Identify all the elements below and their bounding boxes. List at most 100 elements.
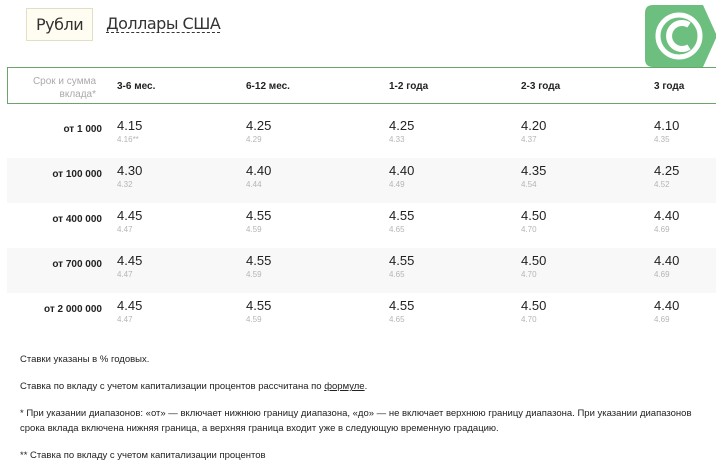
rate-value: 4.50 [521, 208, 547, 223]
note-ranges: * При указании диапазонов: «от» — включа… [20, 408, 692, 434]
rate-value: 4.50 [521, 298, 547, 313]
table-header [7, 67, 716, 104]
capitalized-rate: 4.69 [654, 270, 670, 279]
table-row: от 2 000 000 4.45 4.47 4.55 4.59 4.55 4.65 4.50… [7, 293, 716, 338]
capitalized-rate: 4.65 [389, 225, 405, 234]
column-header: 3-6 мес. [117, 81, 156, 92]
rate-value: 4.55 [389, 298, 415, 313]
rate-cell: 4.55 4.65 [389, 298, 414, 324]
footnotes: Ставки указаны в % годовых. Ставка по вк… [20, 352, 710, 475]
formula-link[interactable]: формуле [324, 381, 365, 392]
capitalized-rate: 4.49 [389, 180, 405, 189]
rate-value: 4.45 [117, 208, 143, 223]
table-row: от 400 000 4.45 4.47 4.55 4.59 4.55 4.65 4.50 4.… [7, 203, 716, 248]
rate-cell: 4.55 4.59 [246, 208, 271, 234]
rate-cell: 4.50 4.70 [521, 298, 546, 324]
rate-cell: 4.25 4.29 [246, 118, 271, 144]
capitalized-rate: 4.16** [117, 135, 139, 144]
tab-rubles[interactable]: Рубли [26, 7, 94, 41]
rate-value: 4.15 [117, 118, 143, 133]
rate-cell: 4.55 4.65 [389, 208, 414, 234]
row-label: от 400 000 [52, 214, 102, 225]
capitalized-rate: 4.54 [521, 180, 537, 189]
rate-value: 4.50 [521, 253, 547, 268]
capitalized-rate: 4.37 [521, 135, 537, 144]
note-capitalization: ** Ставка по вкладу с учетом капитализац… [20, 450, 266, 461]
rate-value: 4.25 [246, 118, 272, 133]
note-text: . [364, 381, 368, 392]
rate-cell: 4.40 4.69 [654, 208, 679, 234]
rate-value: 4.30 [117, 163, 143, 178]
rate-value: 4.45 [117, 298, 143, 313]
row-label: от 100 000 [52, 169, 102, 180]
capitalized-rate: 4.29 [246, 135, 262, 144]
capitalized-rate: 4.47 [117, 270, 133, 279]
rate-cell: 4.45 4.47 [117, 208, 142, 234]
sberbank-logo-icon [645, 5, 716, 67]
currency-tabs: Рубли Доллары США [26, 7, 221, 41]
capitalized-rate: 4.33 [389, 135, 405, 144]
rate-cell: 4.45 4.47 [117, 253, 142, 279]
row-label: от 700 000 [52, 259, 102, 270]
rate-cell: 4.25 4.33 [389, 118, 414, 144]
rate-value: 4.35 [521, 163, 547, 178]
capitalized-rate: 4.59 [246, 225, 262, 234]
rate-value: 4.40 [246, 163, 272, 178]
rate-value: 4.55 [389, 208, 415, 223]
column-header: 6-12 мес. [246, 81, 290, 92]
rate-value: 4.40 [389, 163, 415, 178]
note-text: Ставка по вкладу с учетом капитализации … [20, 381, 325, 392]
rate-value: 4.10 [654, 118, 680, 133]
rate-value: 4.45 [117, 253, 143, 268]
note-formula: Ставка по вкладу с учетом капитализации … [20, 379, 710, 394]
rate-value: 4.55 [389, 253, 415, 268]
rate-cell: 4.15 4.16** [117, 118, 142, 144]
rate-cell: 4.55 4.59 [246, 253, 271, 279]
capitalized-rate: 4.69 [654, 315, 670, 324]
capitalized-rate: 4.44 [246, 180, 262, 189]
rate-cell: 4.40 4.69 [654, 298, 679, 324]
capitalized-rate: 4.65 [389, 315, 405, 324]
column-header: 1-2 года [389, 81, 429, 92]
rate-cell: 4.45 4.47 [117, 298, 142, 324]
note-units: Ставки указаны в % годовых. [20, 354, 150, 365]
rate-value: 4.25 [654, 163, 680, 178]
rate-value: 4.40 [654, 298, 680, 313]
capitalized-rate: 4.70 [521, 270, 537, 279]
rate-value: 4.20 [521, 118, 547, 133]
rate-cell: 4.50 4.70 [521, 253, 546, 279]
row-label: от 2 000 000 [43, 304, 102, 315]
capitalized-rate: 4.47 [117, 225, 133, 234]
capitalized-rate: 4.32 [117, 180, 133, 189]
rate-value: 4.55 [246, 253, 272, 268]
capitalized-rate: 4.65 [389, 270, 405, 279]
rate-cell: 4.35 4.54 [521, 163, 546, 189]
rate-cell: 4.40 4.44 [246, 163, 271, 189]
rate-value: 4.40 [654, 253, 680, 268]
table-row: от 700 000 4.45 4.47 4.55 4.59 4.55 4.65 4.50 4.… [7, 248, 716, 293]
rate-cell: 4.55 4.65 [389, 253, 414, 279]
corner-label-line: вклада* [59, 89, 96, 100]
capitalized-rate: 4.59 [246, 315, 262, 324]
capitalized-rate: 4.35 [654, 135, 670, 144]
rate-value: 4.55 [246, 208, 272, 223]
rate-cell: 4.40 4.69 [654, 253, 679, 279]
rate-value: 4.25 [389, 118, 415, 133]
tab-usd[interactable]: Доллары США [106, 14, 221, 33]
rate-cell: 4.30 4.32 [117, 163, 142, 189]
column-header: 2-3 года [521, 81, 561, 92]
rate-cell: 4.40 4.49 [389, 163, 414, 189]
column-header: 3 года [654, 81, 685, 92]
rate-value: 4.40 [654, 208, 680, 223]
corner-label: Срок и сумма вклада* [8, 75, 96, 101]
capitalized-rate: 4.70 [521, 315, 537, 324]
rate-cell: 4.10 4.35 [654, 118, 679, 144]
rate-cell: 4.25 4.52 [654, 163, 679, 189]
rate-cell: 4.50 4.70 [521, 208, 546, 234]
capitalized-rate: 4.69 [654, 225, 670, 234]
rate-cell: 4.55 4.59 [246, 298, 271, 324]
rate-value: 4.55 [246, 298, 272, 313]
table-row: от 100 000 4.30 4.32 4.40 4.44 4.40 4.49 4.35 4.… [7, 158, 716, 203]
rate-cell: 4.20 4.37 [521, 118, 546, 144]
capitalized-rate: 4.52 [654, 180, 670, 189]
